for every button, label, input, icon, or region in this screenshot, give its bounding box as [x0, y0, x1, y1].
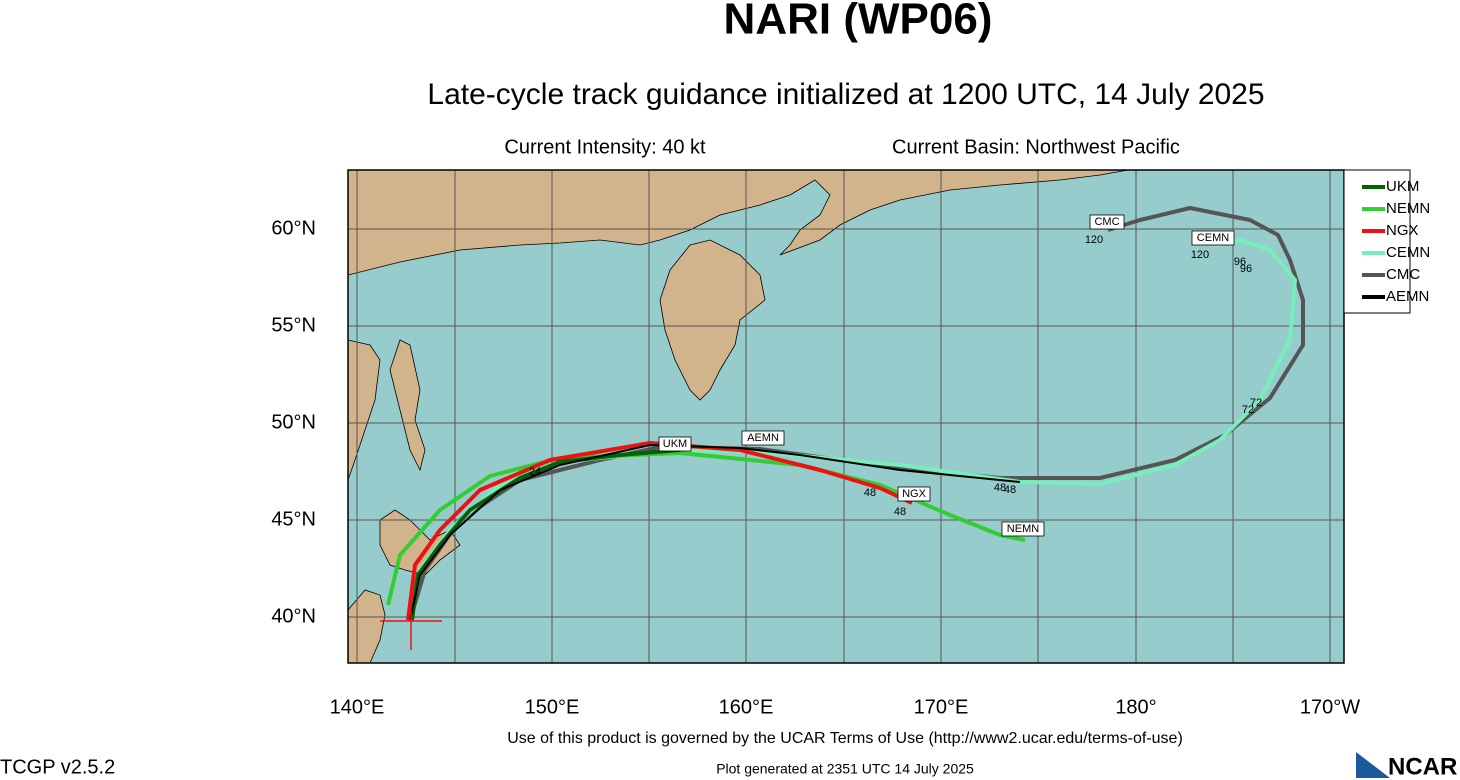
- land: [348, 339, 381, 481]
- hour-label: 48: [864, 487, 876, 499]
- title: NARI (WP06): [724, 0, 993, 44]
- x-tick-label: 140°E: [330, 696, 385, 718]
- track-label: AEMN: [747, 432, 779, 444]
- legend-label: CEMN: [1386, 244, 1430, 261]
- track-label: NEMN: [1007, 523, 1039, 535]
- legend: UKM NEMN NGX CEMN CMC AEMN: [1343, 169, 1430, 314]
- hour-label: 96: [1234, 256, 1246, 268]
- map-frame: [347, 169, 1345, 664]
- tracks: [386, 206, 1305, 621]
- hour-label: 72: [1250, 397, 1262, 409]
- track: [408, 238, 1297, 621]
- track: [408, 206, 1305, 621]
- subtitle: Late-cycle track guidance initialized at…: [427, 78, 1264, 111]
- logo-mark: [1356, 752, 1390, 778]
- land: [659, 239, 766, 401]
- y-tick-label: 40°N: [271, 605, 316, 627]
- x-tick-label: 180°: [1115, 696, 1156, 718]
- legend-label: NGX: [1386, 222, 1419, 239]
- legend-label: CMC: [1386, 266, 1420, 283]
- hour-label: 48: [894, 506, 906, 518]
- x-tick-label: 170°E: [914, 696, 969, 718]
- land: [389, 339, 426, 472]
- hour-label: 72: [1242, 404, 1254, 416]
- hour-label: 48: [994, 482, 1006, 494]
- hour-label: 24: [529, 466, 541, 478]
- map: [347, 169, 1345, 664]
- logo: NCAR: [1388, 753, 1457, 780]
- track-label: UKM: [663, 438, 687, 450]
- track-label: NGX: [902, 488, 927, 500]
- grid: [348, 170, 1344, 663]
- intensity: Current Intensity: 40 kt: [504, 136, 706, 158]
- legend-label: NEMN: [1386, 200, 1430, 217]
- y-tick-label: 50°N: [271, 411, 316, 433]
- ocean: [348, 170, 1344, 663]
- legend-label: UKM: [1386, 178, 1419, 195]
- x-tick-label: 150°E: [525, 696, 580, 718]
- hour-label: 120: [1191, 249, 1209, 261]
- y-tick-label: 55°N: [271, 314, 316, 336]
- track-label: CEMN: [1197, 232, 1229, 244]
- terms: Use of this product is governed by the U…: [507, 730, 1183, 747]
- track-labels: UKM AEMN NGX NEMN CMC CEMN: [658, 214, 1235, 537]
- x-axis: 140°E 150°E 160°E 170°E 180° 170°W: [330, 696, 1361, 718]
- hour-label: 120: [1085, 234, 1103, 246]
- y-tick-label: 45°N: [271, 508, 316, 530]
- land: [348, 170, 1129, 276]
- track: [409, 444, 1021, 621]
- generated: Plot generated at 2351 UTC 14 July 2025: [716, 761, 974, 777]
- x-tick-label: 160°E: [719, 696, 774, 718]
- legend-label: AEMN: [1386, 288, 1429, 305]
- track: [386, 451, 1026, 606]
- basin: Current Basin: Northwest Pacific: [892, 136, 1180, 158]
- version: TCGP v2.5.2: [0, 756, 115, 778]
- y-axis: 60°N 55°N 50°N 45°N 40°N: [271, 217, 316, 627]
- hour-labels: 24 48 48 48 48 72 72 96 96 120 120: [529, 234, 1262, 518]
- y-tick-label: 60°N: [271, 217, 316, 239]
- track-label: CMC: [1094, 216, 1119, 228]
- hour-label: 96: [1240, 263, 1252, 275]
- hour-label: 48: [1004, 484, 1016, 496]
- track: [406, 441, 913, 621]
- x-tick-label: 170°W: [1300, 696, 1360, 718]
